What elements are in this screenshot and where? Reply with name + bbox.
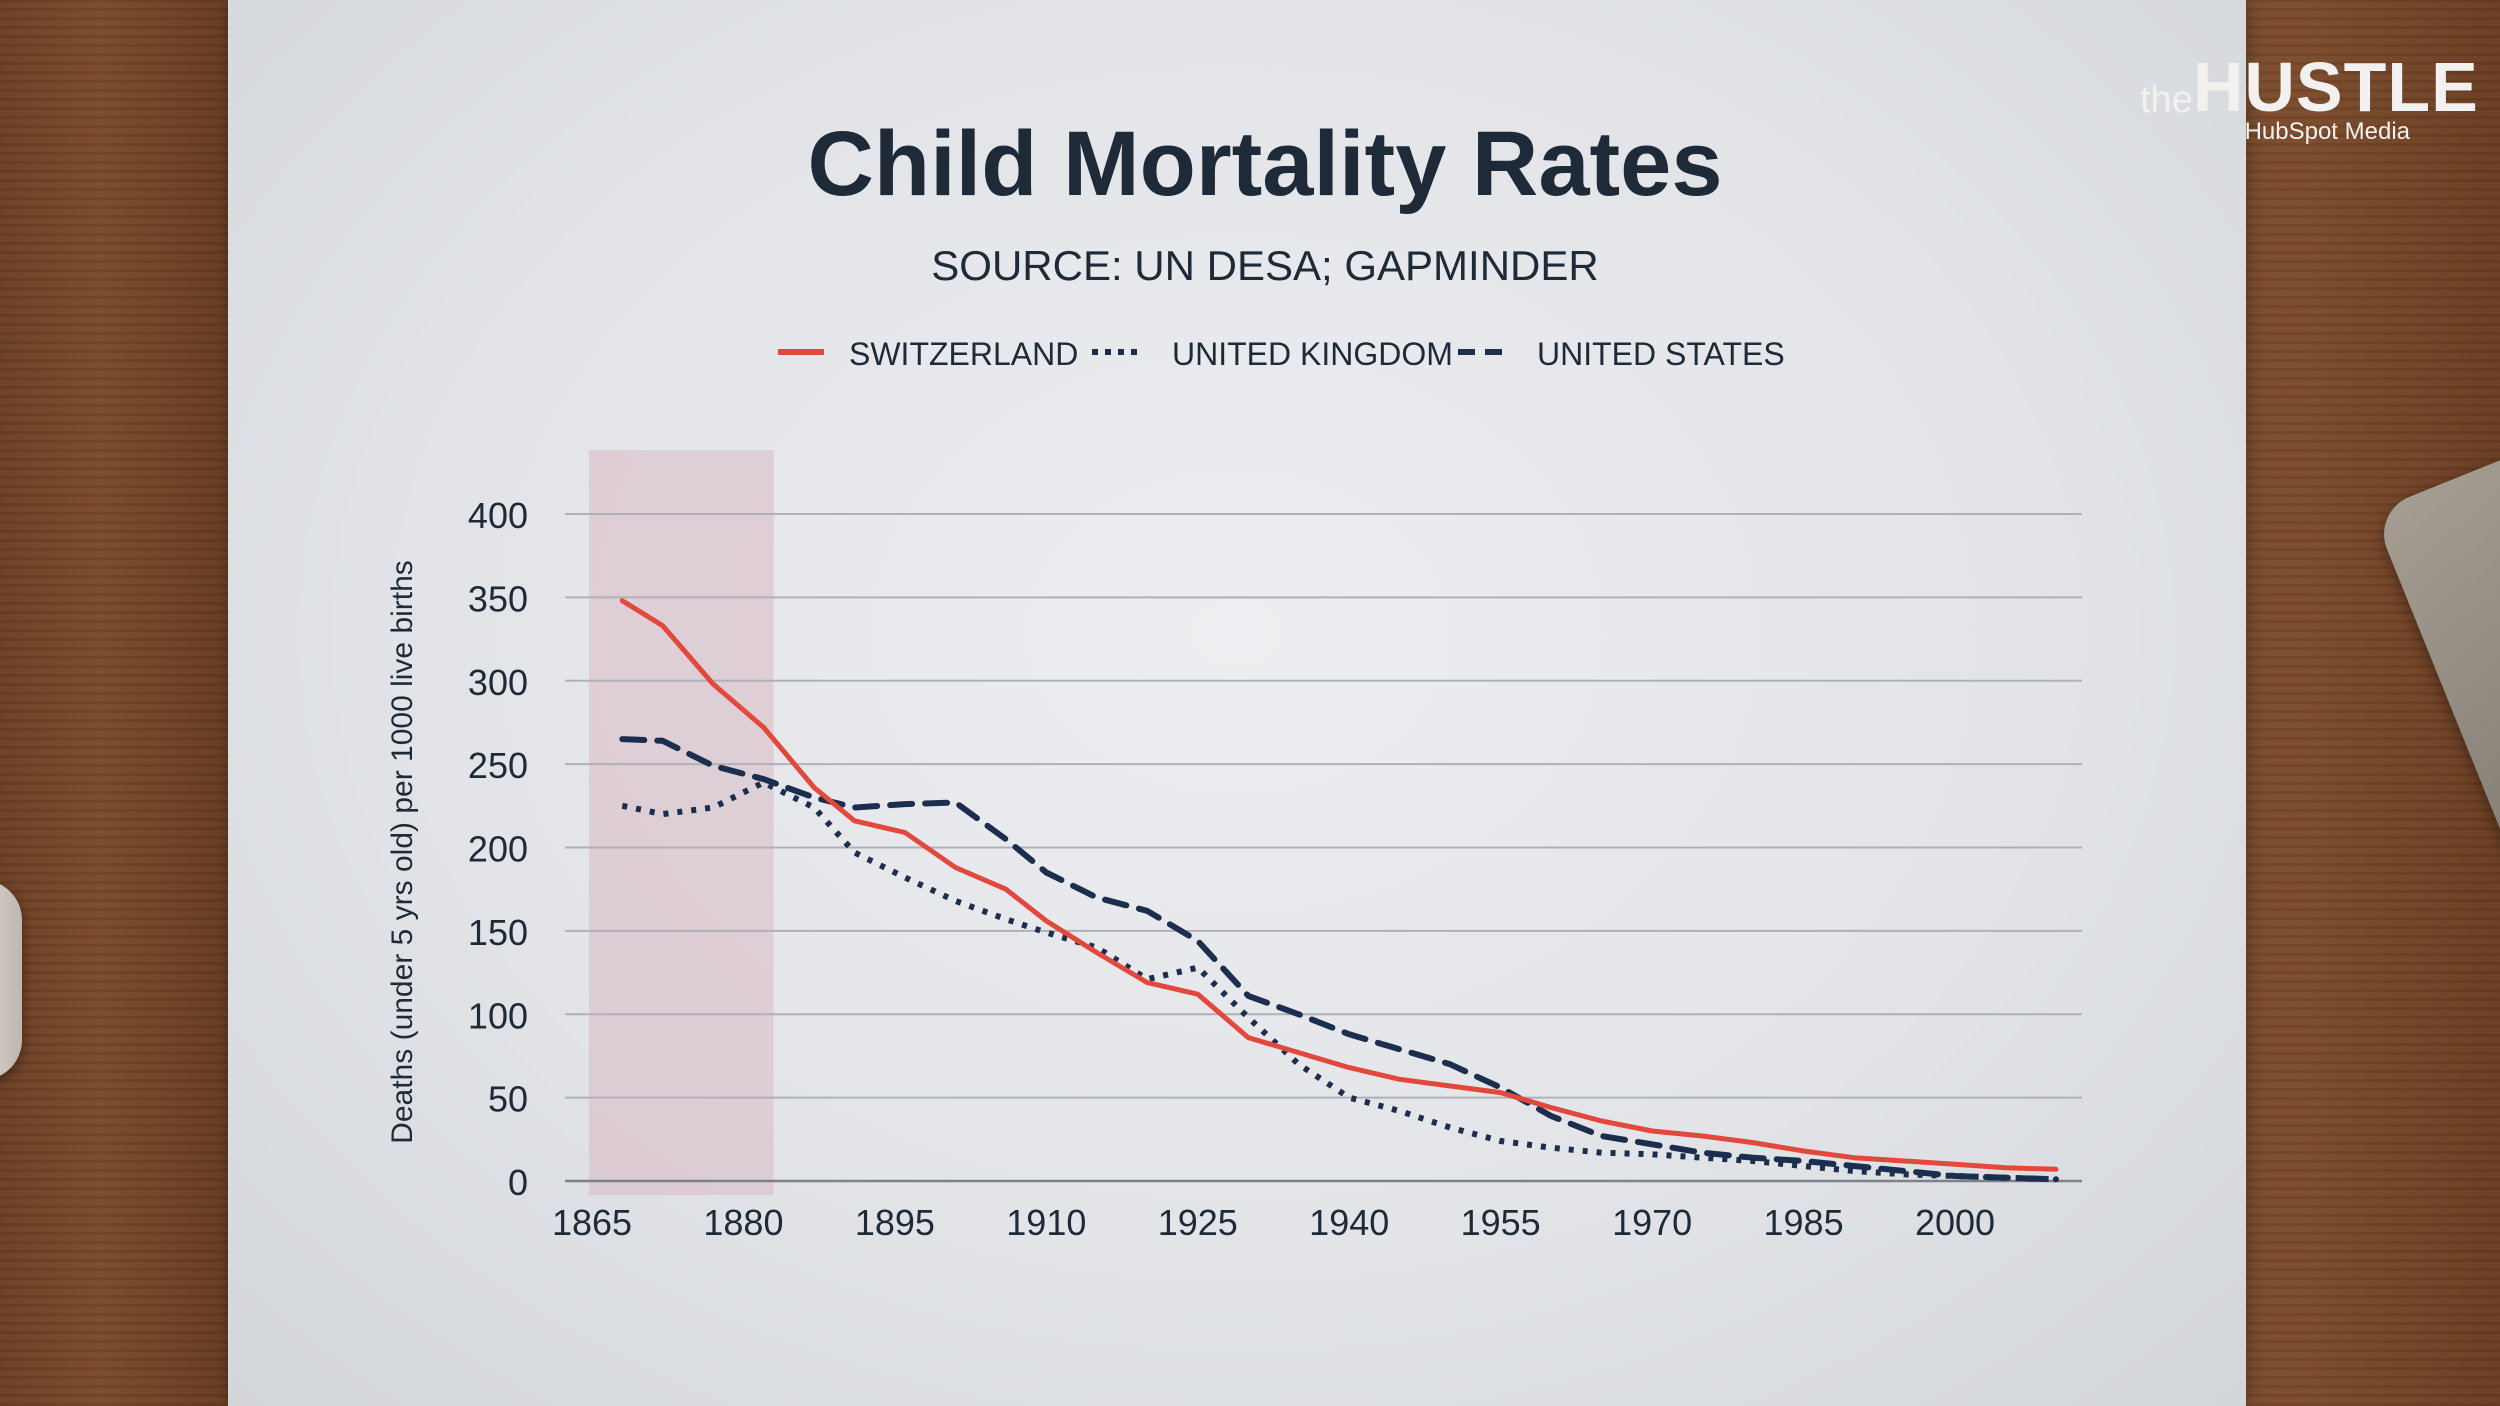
y-tick-label: 100 — [468, 995, 528, 1036]
x-tick-label: 1865 — [552, 1202, 632, 1243]
brand-hustle: HUSTLE — [2192, 48, 2479, 126]
y-tick-label: 0 — [508, 1162, 528, 1203]
chart-subtitle: SOURCE: UN DESA; GAPMINDER — [931, 242, 1598, 289]
chart-y-axis-label: Deaths (under 5 yrs old) per 1000 live b… — [386, 560, 419, 1144]
legend-label: UNITED STATES — [1537, 336, 1785, 372]
y-tick-label: 200 — [468, 829, 528, 870]
brand-logo: theHUSTLE HubSpot Media — [2140, 52, 2478, 146]
x-tick-label: 1925 — [1158, 1202, 1238, 1243]
y-tick-label: 300 — [468, 662, 528, 703]
series-line-switzerland — [619, 598, 2059, 1172]
y-tick-label: 350 — [468, 578, 528, 619]
computer-mouse — [0, 880, 22, 1080]
brand-sub: HubSpot Media — [2244, 118, 2410, 145]
series-line-united-kingdom — [621, 779, 2057, 1183]
y-tick-label: 150 — [468, 912, 528, 953]
y-tick-label: 400 — [468, 495, 528, 536]
series-line-united-states — [619, 736, 2059, 1183]
x-tick-label: 1970 — [1612, 1202, 1692, 1243]
highlight-band — [589, 450, 774, 1195]
legend-label: SWITZERLAND — [849, 336, 1078, 372]
legend-label: UNITED KINGDOM — [1172, 336, 1453, 372]
x-tick-label: 1955 — [1461, 1202, 1541, 1243]
y-tick-label: 50 — [488, 1079, 528, 1120]
x-tick-label: 1985 — [1764, 1202, 1844, 1243]
x-tick-label: 1940 — [1309, 1202, 1389, 1243]
x-tick-label: 1880 — [703, 1202, 783, 1243]
chart-title: Child Mortality Rates — [807, 113, 1722, 215]
x-tick-label: 2000 — [1915, 1202, 1995, 1243]
x-tick-label: 1895 — [855, 1202, 935, 1243]
paper-sheet — [228, 0, 2246, 1406]
brand-the: the — [2140, 79, 2193, 121]
y-tick-label: 250 — [468, 745, 528, 786]
x-tick-label: 1910 — [1006, 1202, 1086, 1243]
